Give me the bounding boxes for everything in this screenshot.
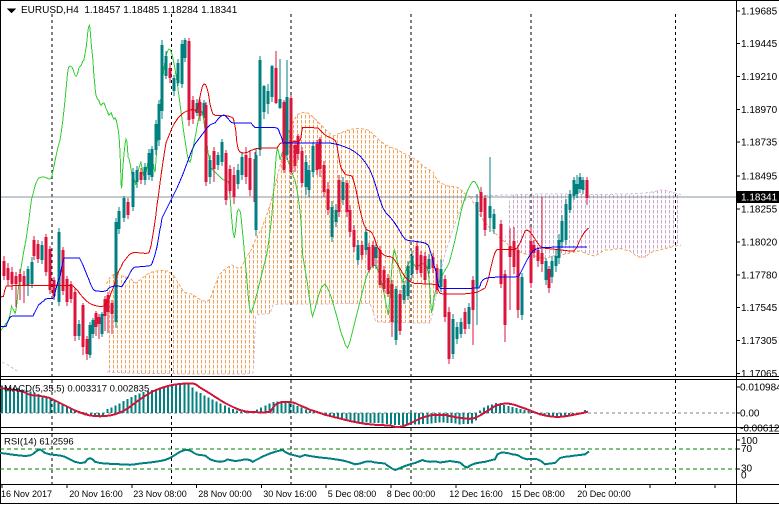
svg-text:1.17780: 1.17780 bbox=[741, 271, 778, 282]
svg-text:1.18735: 1.18735 bbox=[741, 138, 778, 149]
svg-text:0: 0 bbox=[741, 471, 747, 482]
svg-text:0.00: 0.00 bbox=[740, 409, 760, 420]
svg-text:1.18255: 1.18255 bbox=[741, 205, 778, 216]
svg-text:70: 70 bbox=[741, 444, 753, 455]
svg-text:8 Dec 00:00: 8 Dec 00:00 bbox=[387, 489, 436, 499]
svg-text:1.17065: 1.17065 bbox=[741, 369, 778, 380]
svg-text:1.18970: 1.18970 bbox=[741, 105, 778, 116]
svg-text:15 Dec 08:00: 15 Dec 08:00 bbox=[511, 489, 565, 499]
svg-text:16 Nov 2017: 16 Nov 2017 bbox=[1, 489, 52, 499]
svg-text:20 Dec 00:00: 20 Dec 00:00 bbox=[577, 489, 631, 499]
svg-text:1.19445: 1.19445 bbox=[741, 39, 778, 50]
svg-text:30 Nov 16:00: 30 Nov 16:00 bbox=[263, 489, 317, 499]
svg-text:100: 100 bbox=[741, 436, 758, 447]
svg-text:20 Nov 16:00: 20 Nov 16:00 bbox=[69, 489, 123, 499]
svg-text:1.19210: 1.19210 bbox=[741, 72, 778, 83]
svg-text:1.17305: 1.17305 bbox=[741, 336, 778, 347]
svg-text:-0.006128: -0.006128 bbox=[740, 424, 779, 435]
svg-text:1.19685: 1.19685 bbox=[741, 7, 778, 18]
svg-text:12 Dec 16:00: 12 Dec 16:00 bbox=[449, 489, 503, 499]
svg-text:RSI(14) 61.2596: RSI(14) 61.2596 bbox=[4, 437, 74, 448]
svg-text:1.18020: 1.18020 bbox=[741, 238, 778, 249]
svg-text:30: 30 bbox=[741, 464, 753, 475]
svg-text:EURUSD,H4 1.18457 1.18485 1.1: EURUSD,H4 1.18457 1.18485 1.18284 1.1834… bbox=[21, 5, 238, 16]
svg-text:1.18341: 1.18341 bbox=[741, 193, 778, 204]
svg-text:28 Nov 00:00: 28 Nov 00:00 bbox=[198, 489, 252, 499]
svg-text:1.17545: 1.17545 bbox=[741, 303, 778, 314]
svg-text:1.18495: 1.18495 bbox=[741, 172, 778, 183]
svg-text:23 Nov 08:00: 23 Nov 08:00 bbox=[133, 489, 187, 499]
svg-text:0.010984: 0.010984 bbox=[740, 383, 779, 394]
svg-text:MACD(5,35,5) 0.003317 0.002835: MACD(5,35,5) 0.003317 0.002835 bbox=[4, 384, 149, 395]
svg-text:5 Dec 08:00: 5 Dec 08:00 bbox=[328, 489, 377, 499]
